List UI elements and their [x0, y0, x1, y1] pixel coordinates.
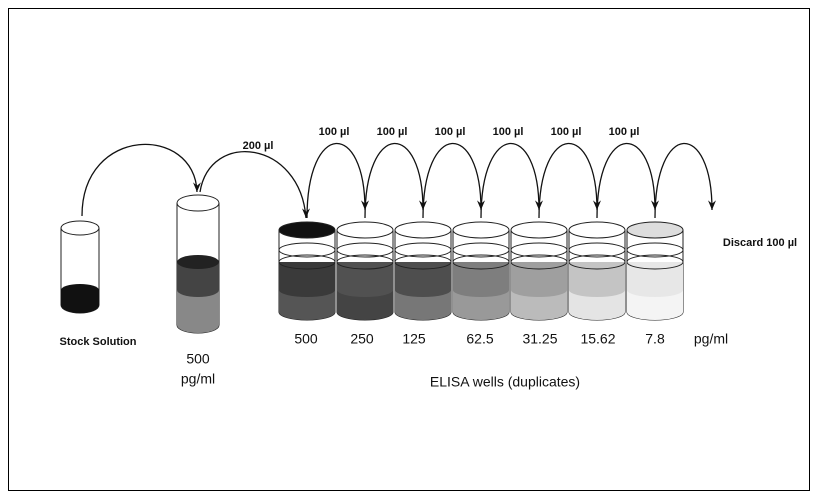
well-concentration: 125	[402, 331, 426, 347]
well-concentration: 7.8	[645, 331, 665, 347]
arrow	[81, 143, 201, 217]
stock-label: Stock Solution	[60, 336, 137, 348]
transfer-label: 100 µl	[609, 126, 640, 138]
stock-tube	[60, 220, 100, 314]
well-rim	[626, 242, 684, 258]
well-concentration: 250	[350, 331, 374, 347]
well-surface	[394, 254, 452, 270]
well-concentration: 15.62	[580, 331, 615, 347]
well	[452, 221, 510, 321]
well	[568, 221, 626, 321]
well-top	[510, 221, 568, 239]
arrow	[364, 142, 427, 219]
arrow	[199, 150, 310, 219]
working-unit: pg/ml	[181, 371, 215, 387]
well-top	[626, 221, 684, 239]
arrow	[596, 142, 659, 219]
transfer-label: 100 µl	[551, 126, 582, 138]
well-rim	[568, 242, 626, 258]
well-top	[336, 221, 394, 239]
frame	[8, 8, 810, 491]
well	[336, 221, 394, 321]
arrow	[538, 142, 601, 219]
transfer-label: 100 µl	[319, 126, 350, 138]
well-surface	[336, 254, 394, 270]
well-top	[394, 221, 452, 239]
well	[626, 221, 684, 321]
well-surface	[278, 254, 336, 270]
well-rim	[336, 242, 394, 258]
arrow	[654, 142, 716, 219]
wells-unit: pg/ml	[694, 331, 728, 347]
well-liquid	[569, 262, 625, 297]
well-rim	[394, 242, 452, 258]
well-top	[278, 221, 336, 239]
well	[278, 221, 336, 321]
well-liquid	[395, 262, 451, 297]
transfer-label: 100 µl	[435, 126, 466, 138]
transfer-label: 200 µl	[243, 140, 274, 152]
well-concentration: 500	[294, 331, 318, 347]
transfer-label: 100 µl	[493, 126, 524, 138]
arrow	[480, 142, 543, 219]
well-top	[568, 221, 626, 239]
well-top	[452, 221, 510, 239]
well-rim	[452, 242, 510, 258]
well-surface	[626, 254, 684, 270]
well-surface	[568, 254, 626, 270]
wells-caption: ELISA wells (duplicates)	[430, 374, 580, 390]
well-surface	[452, 254, 510, 270]
discard-label: Discard 100 µl	[723, 237, 797, 249]
working-concentration: 500	[186, 351, 210, 367]
well-surface	[510, 254, 568, 270]
well-liquid	[627, 262, 683, 297]
well-rim	[278, 242, 336, 258]
well-liquid	[453, 262, 509, 297]
well-concentration: 62.5	[466, 331, 493, 347]
arrow	[306, 142, 369, 219]
well	[510, 221, 568, 321]
well	[394, 221, 452, 321]
well-liquid	[511, 262, 567, 297]
well-rim	[510, 242, 568, 258]
arrow	[422, 142, 485, 219]
well-liquid	[337, 262, 393, 297]
well-liquid	[279, 262, 335, 297]
working-tube	[176, 194, 220, 334]
well-concentration: 31.25	[522, 331, 557, 347]
transfer-label: 100 µl	[377, 126, 408, 138]
